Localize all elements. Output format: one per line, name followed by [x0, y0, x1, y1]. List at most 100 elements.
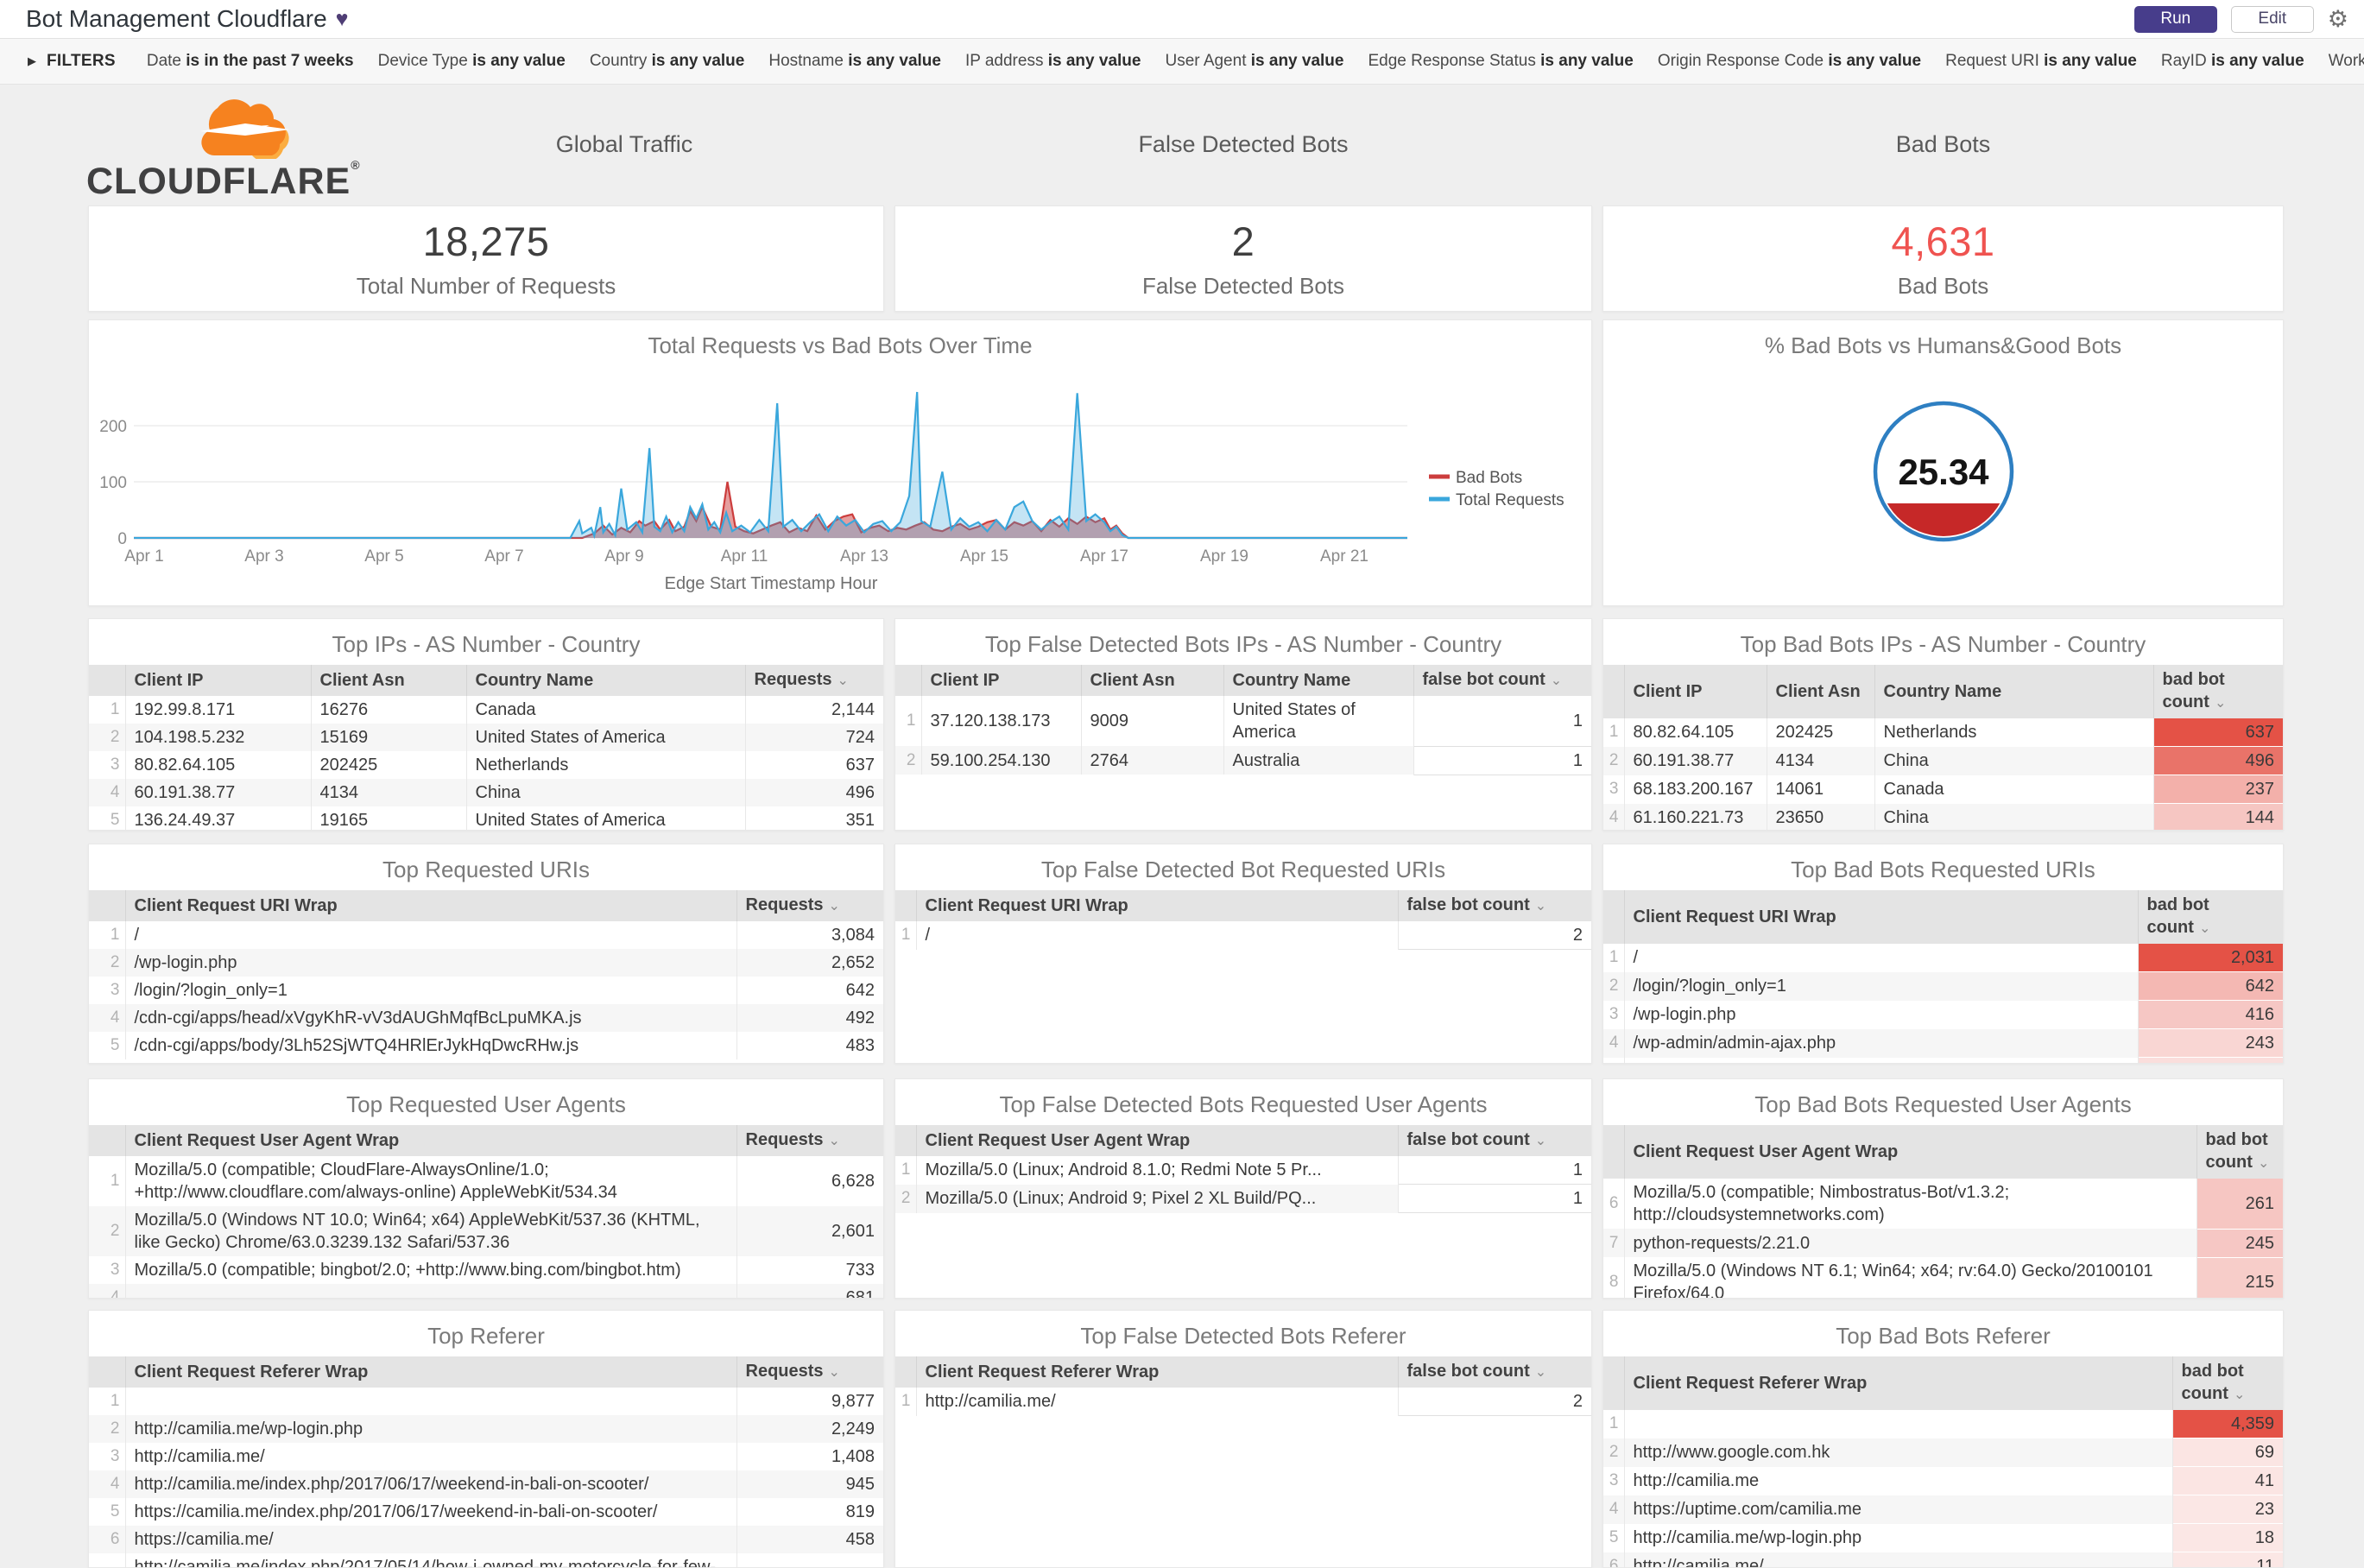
filter-item[interactable]: Device Type is any value [377, 52, 566, 70]
column-header-requests[interactable]: Requests ⌄ [736, 1125, 883, 1156]
kpi-value: 4,631 [1891, 218, 1995, 264]
column-header-client-request-user-agent-wrap[interactable]: Client Request User Agent Wrap [916, 1125, 1399, 1156]
cell-uri: /xmlrpc.php [1624, 1057, 2139, 1063]
row-number-header [1603, 1125, 1625, 1179]
cell-ref [125, 1388, 737, 1415]
column-header-client-ip[interactable]: Client IP [125, 665, 312, 696]
cell-ref: http://camilia.me/ [1624, 1552, 2173, 1567]
run-button[interactable]: Run [2133, 5, 2217, 33]
column-header-client-request-user-agent-wrap[interactable]: Client Request User Agent Wrap [1624, 1125, 2197, 1179]
column-header-false-bot-count[interactable]: false bot count ⌄ [1398, 1356, 1591, 1388]
column-header-false-bot-count[interactable]: false bot count ⌄ [1398, 1125, 1591, 1156]
column-header-requests[interactable]: Requests ⌄ [736, 1356, 883, 1388]
row-number: 1 [895, 696, 922, 746]
filter-list: Date is in the past 7 weeks Device Type i… [147, 52, 2364, 71]
table-row: 4 https://uptime.com/camilia.me 23 [1603, 1495, 2283, 1524]
kpi-false-detected-bots: 2 False Detected Bots [894, 205, 1592, 312]
y-tick-label: 200 [99, 418, 127, 436]
cell-v: 416 [2138, 1000, 2283, 1029]
column-header-country-name[interactable]: Country Name [466, 665, 746, 696]
column-header-client-asn[interactable]: Client Asn [311, 665, 467, 696]
filter-item[interactable]: Origin Response Code is any value [1657, 52, 1922, 70]
column-header-bad-bot-count[interactable]: bad bot count ⌄ [2138, 890, 2283, 944]
column-header-client-request-user-agent-wrap[interactable]: Client Request User Agent Wrap [125, 1125, 737, 1156]
table-row: 3 http://camilia.me 41 [1603, 1466, 2283, 1495]
column-header-requests[interactable]: Requests ⌄ [745, 665, 883, 696]
column-header-client-ip[interactable]: Client IP [921, 665, 1082, 696]
row-number: 2 [89, 1415, 126, 1443]
cell-uri: / [125, 921, 737, 949]
cell-v: 496 [745, 779, 883, 806]
filter-item[interactable]: User Agent is any value [1165, 52, 1344, 70]
legend-label[interactable]: Bad Bots [1456, 469, 1522, 487]
cell-ip: 192.99.8.171 [125, 696, 312, 724]
legend-label[interactable]: Total Requests [1456, 491, 1564, 509]
row-number: 5 [89, 1032, 126, 1059]
column-header-client-asn[interactable]: Client Asn [1767, 665, 1875, 718]
gear-icon[interactable]: ⚙ [2327, 5, 2348, 32]
column-header-country-name[interactable]: Country Name [1874, 665, 2154, 718]
cell-v: 23 [2172, 1495, 2283, 1524]
filter-item[interactable]: Edge Response Status is any value [1368, 52, 1634, 70]
filter-item[interactable]: IP address is any value [964, 52, 1141, 70]
cell-v: 11 [2172, 1552, 2283, 1567]
row-number: 6 [1603, 1179, 1625, 1229]
row-number: 4 [1603, 803, 1625, 830]
edit-button[interactable]: Edit [2230, 5, 2314, 33]
row-number: 2 [895, 1184, 917, 1213]
table-row: 1 Mozilla/5.0 (compatible; CloudFlare-Alw… [89, 1156, 883, 1206]
x-tick-label: Apr 1 [124, 547, 163, 566]
row-number: 3 [89, 1443, 126, 1470]
column-header-client-request-uri-wrap[interactable]: Client Request URI Wrap [125, 890, 737, 921]
cell-v: 351 [845, 811, 875, 830]
column-header-client-request-referer-wrap[interactable]: Client Request Referer Wrap [916, 1356, 1399, 1388]
column-header-client-request-uri-wrap[interactable]: Client Request URI Wrap [1624, 890, 2139, 944]
filter-item[interactable]: Request URI is any value [1945, 52, 2137, 70]
cell-ip: 104.198.5.232 [125, 724, 312, 751]
cell-asn: 202425 [311, 751, 467, 779]
x-tick-label: Apr 15 [960, 547, 1008, 566]
cell-uri: /cdn-cgi/apps/head/xVgyKhR-vV3dAUGhMqfBc… [125, 1004, 737, 1032]
column-header-bad-bot-count[interactable]: bad bot count ⌄ [2172, 1356, 2283, 1410]
column-header-bad-bot-count[interactable]: bad bot count ⌄ [2196, 1125, 2283, 1179]
table-row: 1 37.120.138.173 9009 United States of Amer… [895, 696, 1591, 747]
column-header-client-request-referer-wrap[interactable]: Client Request Referer Wrap [1624, 1356, 2173, 1410]
table-row: 4 http://camilia.me/index.php/2017/06/17/… [89, 1470, 883, 1498]
column-header-client-request-referer-wrap[interactable]: Client Request Referer Wrap [125, 1356, 737, 1388]
row-number: 1 [895, 921, 917, 950]
column-header-false-bot-count[interactable]: false bot count ⌄ [1398, 890, 1591, 921]
filters-expander-icon[interactable]: ▶ [28, 54, 36, 67]
cell-v: 6,628 [831, 1172, 875, 1191]
column-header-bad-bot-count[interactable]: bad bot count ⌄ [2153, 665, 2283, 718]
filter-item[interactable]: Hostname is any value [768, 52, 941, 70]
column-header-client-ip[interactable]: Client IP [1624, 665, 1767, 718]
filters-label[interactable]: FILTERS [47, 52, 116, 70]
filter-item[interactable]: Worker Subrequest is... [2328, 52, 2364, 70]
cell-asn: 202425 [1767, 718, 1875, 747]
cell-agent: Mozilla/5.0 (Linux; Android 9; Pixel 2 X… [916, 1184, 1399, 1213]
row-number-header [895, 1356, 917, 1388]
kpi-label: Bad Bots [1897, 273, 1989, 299]
row-number: 4 [89, 1470, 126, 1498]
cell-ref: https://camilia.me/index.php/2017/06/17/… [125, 1498, 737, 1526]
cell-agent: Mozilla/5.0 (Linux; Android 8.1.0; Redmi… [916, 1156, 1399, 1185]
cell-v: 144 [2153, 803, 2283, 830]
column-header-requests[interactable]: Requests ⌄ [736, 890, 883, 921]
column-header-false-bot-count[interactable]: false bot count ⌄ [1413, 665, 1591, 696]
gauge-svg: 25.34 [1873, 401, 2014, 542]
table-row: 1 80.82.64.105 202425 Netherlands 637 [1603, 718, 2283, 747]
column-header-client-asn[interactable]: Client Asn [1081, 665, 1224, 696]
filter-item[interactable]: RayID is any value [2160, 52, 2304, 70]
filter-item[interactable]: Date is in the past 7 weeks [146, 52, 354, 70]
row-number: 5 [89, 1498, 126, 1526]
filter-item[interactable]: Country is any value [589, 52, 745, 70]
column-header-client-request-uri-wrap[interactable]: Client Request URI Wrap [916, 890, 1399, 921]
table-row: 4 681 [89, 1284, 883, 1298]
x-tick-label: Apr 17 [1080, 547, 1128, 566]
y-tick-label: 100 [99, 474, 127, 492]
table-title: Top False Detected Bots IPs - AS Number … [984, 631, 1502, 657]
x-tick-label: Apr 9 [604, 547, 643, 566]
cell-v: 945 [736, 1470, 883, 1498]
column-header-country-name[interactable]: Country Name [1223, 665, 1414, 696]
table-row: 2 60.191.38.77 4134 China 496 [1603, 746, 2283, 775]
